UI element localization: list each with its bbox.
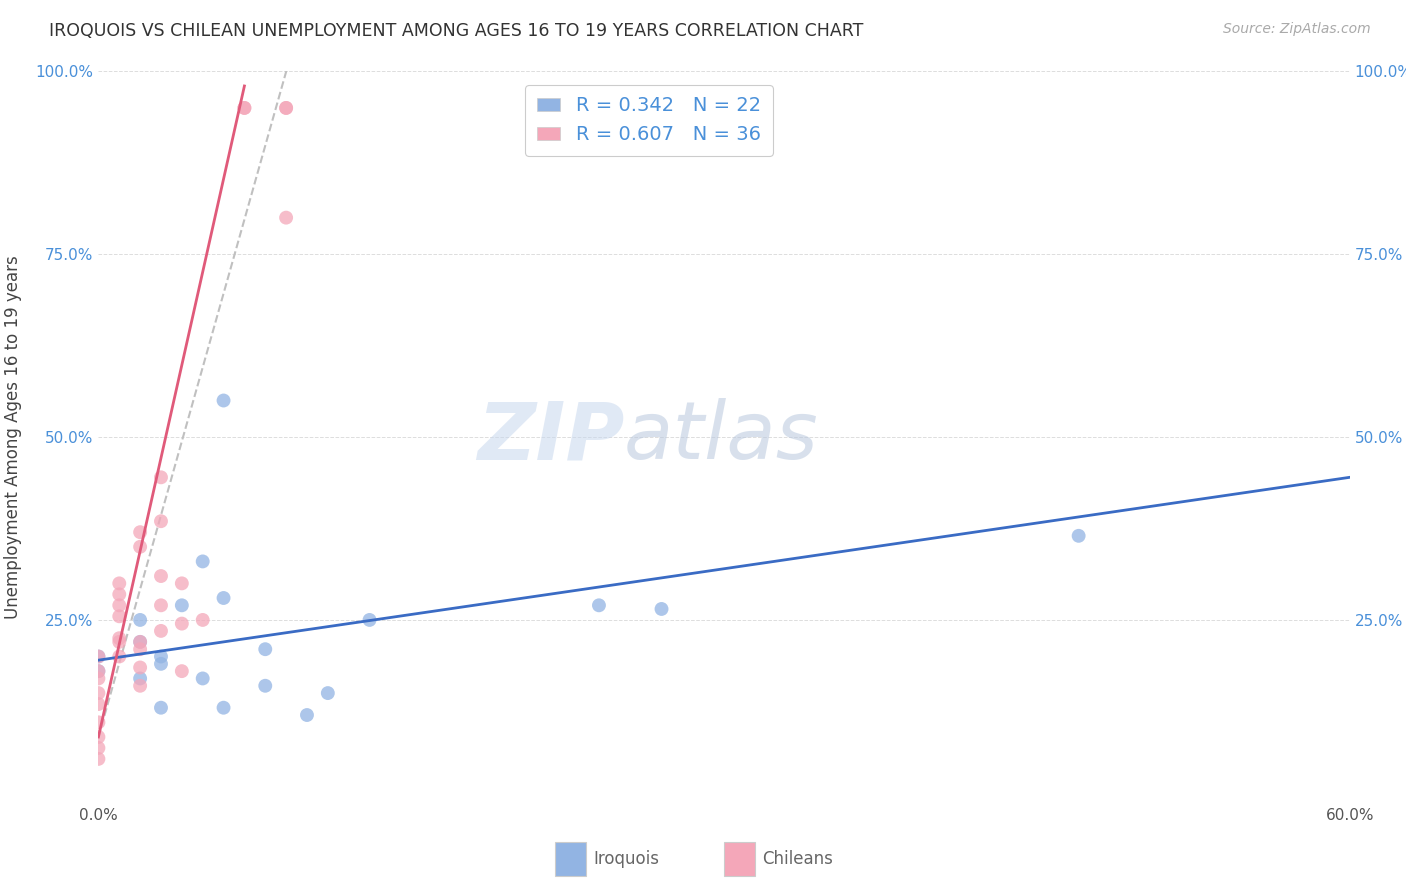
Point: [170, 576, 193, 591]
Point: [108, 587, 131, 601]
Point: [108, 649, 131, 664]
Point: [150, 470, 173, 484]
Point: [191, 554, 214, 568]
Point: [87, 697, 110, 711]
Point: [274, 101, 298, 115]
Point: [129, 672, 152, 686]
Point: [150, 624, 173, 638]
Point: [129, 525, 152, 540]
Point: [212, 700, 235, 714]
Point: [150, 514, 173, 528]
Point: [87, 740, 110, 755]
Text: Chileans: Chileans: [762, 850, 832, 868]
Point: [359, 613, 381, 627]
Point: [129, 660, 152, 674]
Point: [87, 672, 110, 686]
Point: [129, 540, 152, 554]
Point: [170, 664, 193, 678]
Text: ZIP: ZIP: [477, 398, 624, 476]
Point: [129, 642, 152, 657]
Point: [316, 686, 339, 700]
Point: [233, 101, 256, 115]
Point: [274, 211, 298, 225]
Point: [150, 599, 173, 613]
Point: [170, 616, 193, 631]
Point: [274, 101, 298, 115]
Point: [212, 591, 235, 605]
Point: [150, 700, 173, 714]
Point: [87, 649, 110, 664]
Point: [588, 599, 610, 613]
Text: Source: ZipAtlas.com: Source: ZipAtlas.com: [1223, 22, 1371, 37]
Point: [108, 632, 131, 646]
Text: IROQUOIS VS CHILEAN UNEMPLOYMENT AMONG AGES 16 TO 19 YEARS CORRELATION CHART: IROQUOIS VS CHILEAN UNEMPLOYMENT AMONG A…: [49, 22, 863, 40]
Point: [87, 715, 110, 730]
Point: [108, 609, 131, 624]
Legend: R = 0.342   N = 22, R = 0.607   N = 36: R = 0.342 N = 22, R = 0.607 N = 36: [526, 85, 773, 156]
Point: [150, 569, 173, 583]
Point: [87, 664, 110, 678]
Point: [254, 679, 277, 693]
Point: [150, 657, 173, 671]
Point: [108, 576, 131, 591]
Point: [254, 642, 277, 657]
Point: [129, 635, 152, 649]
Point: [170, 599, 193, 613]
Point: [108, 599, 131, 613]
Point: [87, 730, 110, 744]
Point: [233, 101, 256, 115]
Point: [1067, 529, 1090, 543]
Point: [295, 708, 318, 723]
Point: [87, 664, 110, 678]
Point: [87, 649, 110, 664]
Point: [129, 613, 152, 627]
Text: Iroquois: Iroquois: [593, 850, 659, 868]
Y-axis label: Unemployment Among Ages 16 to 19 years: Unemployment Among Ages 16 to 19 years: [4, 255, 21, 619]
Point: [108, 635, 131, 649]
Point: [191, 672, 214, 686]
Point: [651, 602, 673, 616]
Point: [191, 613, 214, 627]
Point: [87, 686, 110, 700]
Point: [129, 635, 152, 649]
Text: atlas: atlas: [624, 398, 818, 476]
Point: [150, 649, 173, 664]
Point: [129, 679, 152, 693]
Point: [87, 752, 110, 766]
Point: [212, 393, 235, 408]
